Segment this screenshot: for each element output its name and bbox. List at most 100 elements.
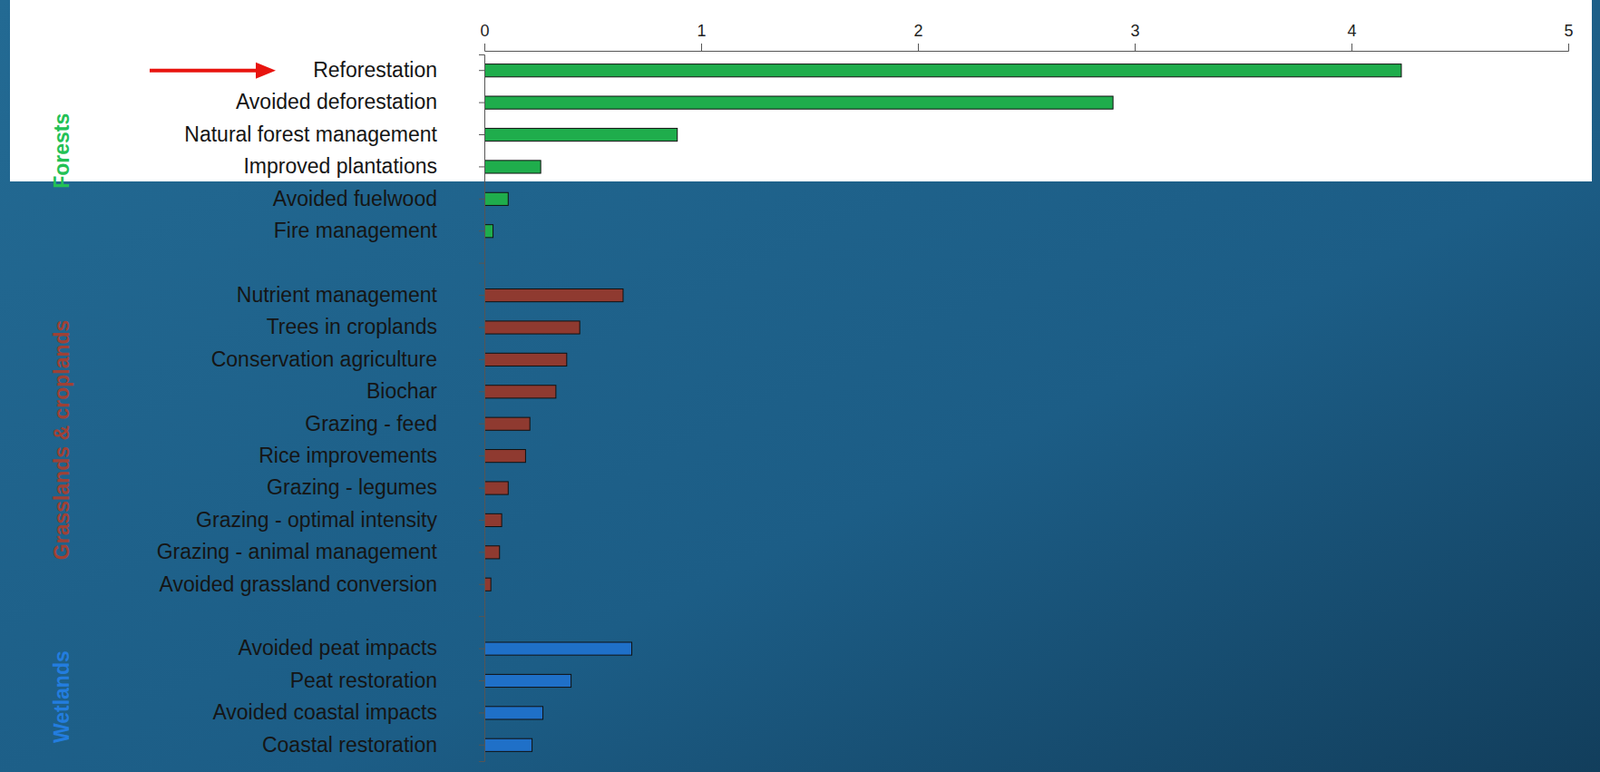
- tick: 4: [1346, 21, 1357, 51]
- tick-mark: [478, 519, 485, 521]
- bar: [484, 288, 624, 302]
- tick: 0: [479, 21, 489, 51]
- tick-label: 5: [1563, 21, 1573, 40]
- tick: Natural forest management: [184, 122, 485, 147]
- tick: Coastal restoration: [262, 732, 485, 757]
- background: [0, 0, 1600, 772]
- bars: [484, 64, 1402, 752]
- tick-mark: [917, 43, 919, 51]
- chart: 0 1 2 3 4 5 Reforestation Avoided deforestation…: [0, 0, 1600, 772]
- tick-mark: [1351, 43, 1353, 51]
- category-label: Rice improvements: [258, 443, 438, 468]
- bar: [484, 642, 633, 655]
- category-label: Grazing - animal management: [156, 539, 439, 564]
- bar: [484, 738, 533, 752]
- tick-mark: [478, 359, 485, 361]
- y-axis: Reforestation Avoided deforestation Natura…: [156, 55, 486, 762]
- tick-mark: [478, 326, 485, 328]
- tick: Grazing - legumes: [266, 475, 485, 499]
- category-label: Avoided peat impacts: [238, 635, 439, 660]
- bar: [484, 673, 572, 687]
- bar: [484, 481, 508, 495]
- category-label: Grazing - feed: [304, 411, 438, 436]
- tick-label: 1: [696, 21, 706, 40]
- category-label: Improved plantations: [243, 154, 438, 178]
- bar: [484, 449, 526, 463]
- tick: Grazing - feed: [304, 411, 485, 436]
- category-label: Coastal restoration: [262, 732, 438, 757]
- tick: Fire management: [273, 218, 485, 243]
- tick-mark: [484, 43, 486, 51]
- tick-mark: [478, 102, 485, 104]
- tick-mark: [478, 712, 485, 713]
- tick: Avoided peat impacts: [238, 635, 486, 660]
- tick: Grazing - animal management: [156, 539, 485, 564]
- category-label: Natural forest management: [184, 122, 438, 147]
- tick-label: 4: [1346, 21, 1357, 40]
- tick-mark: [478, 165, 485, 167]
- tick-label: 2: [913, 21, 923, 40]
- tick: Grazing - optimal intensity: [195, 507, 485, 532]
- category-label: Nutrient management: [236, 282, 439, 307]
- tick-mark: [478, 680, 485, 682]
- tick-label: 0: [479, 21, 489, 40]
- tick-mark: [1134, 43, 1136, 51]
- tick: 5: [1563, 21, 1573, 51]
- tick-mark: [478, 487, 485, 489]
- white-panel: [9, 0, 1592, 182]
- tick: Trees in croplands: [266, 314, 485, 339]
- axis-line: [485, 43, 1570, 52]
- tick-label: 3: [1130, 21, 1140, 40]
- tick-mark: [478, 744, 485, 746]
- tick-mark: [1568, 43, 1570, 51]
- tick-mark: [478, 134, 485, 136]
- tick-mark: [478, 230, 485, 232]
- category-label: Avoided grassland conversion: [159, 572, 438, 596]
- bar: [484, 352, 567, 366]
- tick: Avoided coastal impacts: [212, 700, 485, 724]
- bar: [484, 64, 1402, 78]
- tick: Avoided fuelwood: [273, 186, 485, 211]
- tick-mark: [478, 455, 485, 457]
- bar: [484, 546, 500, 559]
- category-label: Biochar: [366, 379, 438, 403]
- tick: Conservation agriculture: [211, 347, 485, 371]
- bar: [484, 160, 541, 174]
- tick-mark: [478, 615, 485, 617]
- category-label: Grazing - optimal intensity: [195, 507, 438, 532]
- arrow-head: [255, 62, 276, 79]
- tick-mark: [478, 390, 485, 392]
- group-label: Wetlands: [49, 650, 74, 743]
- tick-mark: [478, 648, 485, 650]
- tick: [478, 615, 485, 617]
- tick: Nutrient management: [236, 282, 485, 307]
- bar: [484, 417, 530, 430]
- tick: Avoided deforestation: [235, 89, 485, 114]
- tick: Rice improvements: [258, 443, 485, 468]
- tick: Avoided grassland conversion: [159, 572, 485, 596]
- tick: Peat restoration: [290, 668, 485, 693]
- tick: Reforestation: [312, 58, 485, 82]
- tick-mark: [478, 294, 485, 296]
- tick-mark: [478, 198, 485, 200]
- tick: 3: [1130, 21, 1140, 51]
- arrow: [149, 62, 276, 79]
- category-label: Trees in croplands: [266, 314, 438, 339]
- tick-mark: [478, 69, 485, 71]
- bar: [484, 127, 678, 141]
- category-label: Peat restoration: [290, 668, 438, 693]
- group-label: Forests: [49, 113, 74, 189]
- tick-mark: [478, 551, 485, 553]
- category-label: Avoided fuelwood: [273, 186, 438, 211]
- bar: [484, 192, 508, 205]
- category-label: Fire management: [273, 218, 439, 243]
- bar: [484, 577, 491, 591]
- tick: Biochar: [366, 379, 485, 403]
- bar: [484, 706, 544, 720]
- axis-line: [478, 55, 486, 762]
- tick: Improved plantations: [243, 154, 485, 178]
- tick-mark: [478, 584, 485, 586]
- category-label: Avoided deforestation: [235, 89, 438, 114]
- tick-mark: [478, 423, 485, 425]
- category-label: Reforestation: [312, 58, 438, 82]
